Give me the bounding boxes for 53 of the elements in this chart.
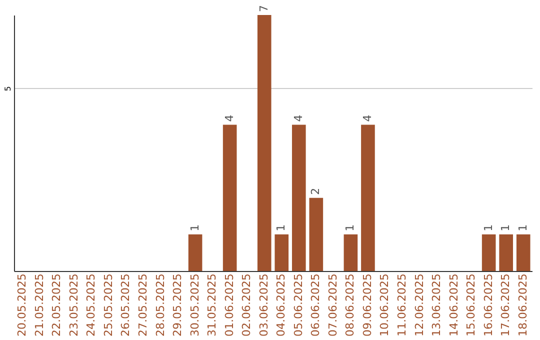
bar [482,234,496,271]
x-tick-label: 16.06.2025 [482,274,495,336]
bar [222,124,237,271]
data-label: 2 [309,188,322,195]
bar [499,234,514,271]
data-label: 4 [292,114,305,122]
data-label: 1 [188,224,202,232]
bar [309,198,324,271]
x-tick-label: 06.06.2025 [309,274,322,336]
x-tick-label: 21.05.2025 [32,274,46,336]
x-tick-label: 13.06.2025 [430,274,444,336]
data-label: 1 [274,224,288,232]
x-tick-label: 22.05.2025 [50,274,64,336]
x-tick-label: 10.06.2025 [378,274,392,336]
x-tick-label: 25.05.2025 [102,274,115,336]
x-tick-label: 28.05.2025 [154,274,167,336]
data-label: 1 [344,224,357,232]
data-label: 4 [222,114,236,122]
x-tick-label: 14.06.2025 [447,274,460,336]
x-tick-label: 30.05.2025 [188,274,202,336]
x-tick-label: 02.06.2025 [240,274,254,336]
data-label: 1 [499,224,512,232]
x-tick-label: 29.05.2025 [171,274,184,336]
x-tick-label: 07.06.2025 [326,274,340,336]
x-tick-label: 27.05.2025 [136,274,150,336]
x-tick-label: 17.06.2025 [499,274,512,336]
data-label: 7 [257,5,270,12]
x-tick-label: 12.06.2025 [412,274,426,336]
x-tick-label: 26.05.2025 [119,274,132,336]
data-label: 4 [360,114,374,122]
x-tick-label: 24.05.2025 [84,274,98,336]
x-tick-label: 11.06.2025 [396,274,408,336]
bar [516,234,530,271]
x-tick-label: 09.06.2025 [360,274,374,336]
bar [274,234,289,271]
x-tick-label: 08.06.2025 [344,274,357,336]
data-label: 1 [516,224,530,232]
bar [344,234,358,271]
x-tick-label: 03.06.2025 [257,274,270,336]
x-tick-label: 05.06.2025 [292,274,305,336]
x-tick-label: 23.05.2025 [67,274,80,336]
x-tick-label: 01.06.2025 [222,274,236,336]
x-tick-label: 20.05.2025 [16,274,29,336]
bar [188,234,202,271]
bar [292,124,306,271]
bar [361,124,375,271]
y-tick-label: 5 [4,86,12,92]
x-tick-label: 31.05.2025 [206,274,219,336]
data-label: 1 [482,224,495,232]
x-tick-label: 15.06.2025 [464,274,478,336]
x-tick-label: 04.06.2025 [274,274,288,336]
bar [257,15,272,271]
x-tick-label: 18.06.2025 [516,274,530,336]
